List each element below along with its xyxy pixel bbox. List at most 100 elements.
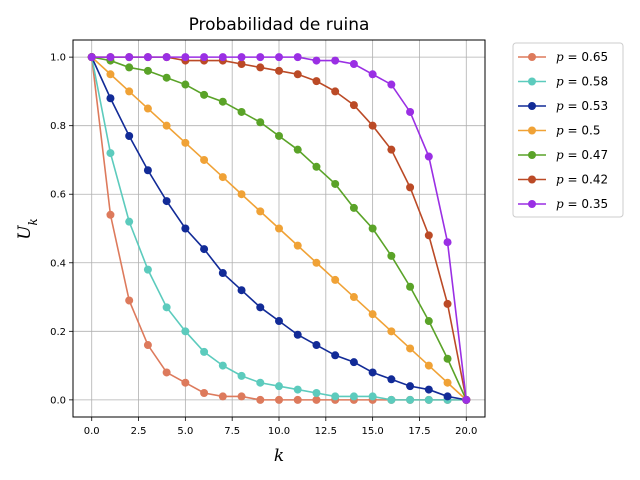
data-point (181, 53, 190, 62)
legend-marker (528, 126, 536, 135)
data-point (218, 97, 227, 106)
data-point (256, 395, 265, 404)
legend-box (512, 42, 624, 218)
legend-label: p = 0.65 (556, 50, 608, 64)
x-tick-label: 2.5 (131, 426, 147, 437)
data-point (237, 190, 246, 199)
legend-label-value: = 0.42 (564, 173, 608, 187)
data-point (237, 59, 246, 68)
data-point (143, 166, 152, 175)
legend-label-symbol: p (556, 50, 564, 64)
data-point (331, 275, 340, 284)
data-point (200, 347, 209, 356)
data-point (293, 385, 302, 394)
legend-label-value: = 0.5 (564, 124, 601, 138)
legend-marker (528, 151, 536, 159)
data-point (293, 241, 302, 250)
data-point (368, 392, 377, 401)
legend-item: p = 0.42 (518, 173, 608, 187)
legend-marker (528, 200, 536, 208)
data-point (237, 107, 246, 116)
plot-series (87, 53, 471, 404)
chart-title: Probabilidad de ruina (189, 15, 370, 35)
data-point (181, 80, 190, 89)
legend-items: p = 0.65p = 0.58p = 0.53p = 0.5p = 0.47p… (518, 50, 608, 211)
data-point (368, 70, 377, 79)
data-point (368, 310, 377, 319)
legend-label: p = 0.5 (556, 124, 600, 138)
data-point (162, 53, 171, 62)
legend-label-symbol: p (556, 99, 564, 113)
data-point (312, 162, 321, 171)
data-point (200, 155, 209, 164)
data-point (312, 258, 321, 267)
y-axis-label-text: U (15, 225, 35, 240)
data-point (143, 104, 152, 113)
x-tick-label: 15.0 (362, 426, 384, 437)
data-point (312, 341, 321, 350)
data-point (331, 392, 340, 401)
x-tick-label: 17.5 (408, 426, 430, 437)
legend-label-symbol: p (556, 173, 564, 187)
data-point (218, 53, 227, 62)
data-point (256, 303, 265, 312)
data-point (406, 395, 415, 404)
data-point (312, 77, 321, 86)
x-tick-label: 10.0 (268, 426, 290, 437)
data-point (443, 392, 452, 401)
legend-marker (528, 53, 536, 61)
legend-item: p = 0.35 (518, 197, 608, 211)
data-point (143, 265, 152, 274)
data-point (387, 395, 396, 404)
data-point (293, 145, 302, 154)
series-6 (87, 53, 471, 404)
data-point (275, 53, 283, 62)
y-tick-label: 0.8 (50, 121, 66, 132)
legend-label-value: = 0.65 (564, 50, 608, 64)
data-point (349, 203, 358, 212)
data-point (143, 66, 152, 75)
x-tick-label: 12.5 (315, 426, 337, 437)
data-point (218, 361, 227, 370)
legend-item: p = 0.65 (518, 50, 608, 64)
data-point (293, 53, 302, 62)
data-point (106, 53, 115, 62)
y-axis-label-subscript: k (26, 218, 40, 225)
data-point (256, 53, 265, 62)
y-tick-label: 0.2 (50, 327, 66, 338)
data-point (125, 296, 134, 305)
data-point (349, 59, 358, 68)
x-tick-label: 5.0 (177, 426, 193, 437)
data-point (368, 224, 377, 233)
data-point (349, 358, 358, 367)
y-axis-label: Uk (15, 218, 40, 240)
legend-item: p = 0.58 (518, 75, 608, 89)
data-point (387, 251, 396, 260)
data-point (125, 131, 134, 140)
data-point (312, 395, 321, 404)
data-point (106, 210, 115, 219)
legend-item: p = 0.47 (518, 148, 608, 162)
data-point (256, 207, 265, 216)
data-point (162, 121, 171, 130)
data-point (406, 107, 415, 116)
data-point (87, 53, 96, 62)
data-point (293, 70, 302, 79)
legend-label-symbol: p (556, 124, 564, 138)
data-point (387, 145, 396, 154)
data-point (162, 197, 171, 206)
legend-label-value: = 0.53 (564, 99, 608, 113)
legend-label-value: = 0.47 (564, 148, 608, 162)
data-point (218, 173, 227, 182)
data-point (143, 53, 152, 62)
data-point (275, 66, 283, 75)
x-tick-label: 7.5 (224, 426, 240, 437)
data-point (331, 87, 340, 96)
legend-label-value: = 0.58 (564, 75, 608, 89)
data-point (200, 53, 209, 62)
data-point (331, 179, 340, 188)
legend-label: p = 0.42 (556, 173, 608, 187)
data-point (424, 385, 433, 394)
data-point (181, 224, 190, 233)
data-point (368, 368, 377, 377)
